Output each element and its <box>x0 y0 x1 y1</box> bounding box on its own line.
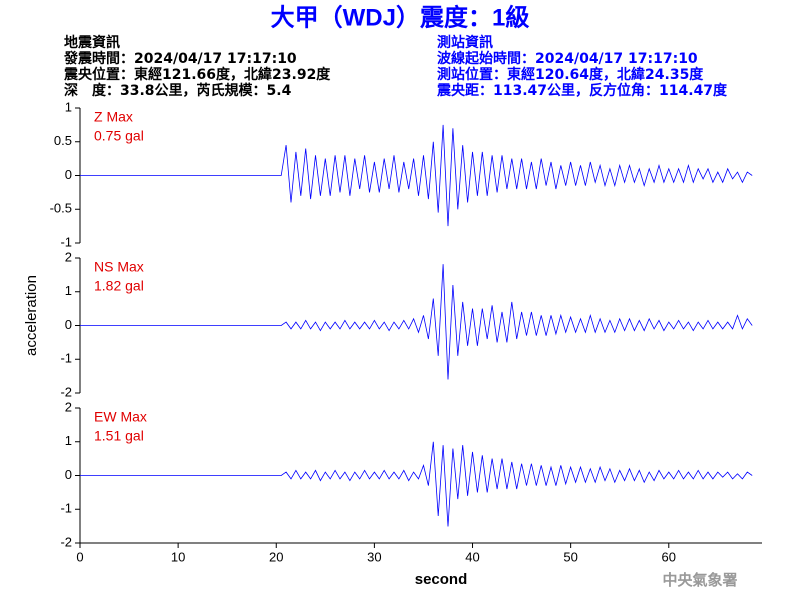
y-tick-label: -1 <box>60 234 72 249</box>
y-tick-label: 0.5 <box>54 133 72 148</box>
info-text: 波線起始時間：2024/04/17 17:17:10 <box>437 50 698 67</box>
x-tick-label: 10 <box>171 549 185 564</box>
x-tick-label: 50 <box>563 549 577 564</box>
y-tick-label: 2 <box>65 399 72 414</box>
x-tick-label: 60 <box>662 549 676 564</box>
info-text: 測站位置：東經120.64度，北緯24.35度 <box>437 66 704 83</box>
x-tick-label: 0 <box>76 549 83 564</box>
x-tick-label: 40 <box>465 549 479 564</box>
y-tick-label: 1 <box>65 283 72 298</box>
y-tick-label: 1 <box>65 433 72 448</box>
y-tick-label: -1 <box>60 501 72 516</box>
max-label: NS Max <box>94 259 144 275</box>
info-text: 深 度：33.8公里，芮氏規模：5.4 <box>64 82 292 99</box>
info-text: 測站資訊 <box>437 34 493 51</box>
info-text: 震央位置：東經121.66度，北緯23.92度 <box>63 66 331 83</box>
max-label: EW Max <box>94 409 147 425</box>
x-tick-label: 30 <box>367 549 381 564</box>
x-axis-label: second <box>415 571 468 588</box>
footer: 中央氣象署 <box>662 571 737 589</box>
max-value-label: 1.51 gal <box>94 428 144 444</box>
chart-title: 大甲（WDJ）震度：1級 <box>271 3 530 31</box>
info-text: 發震時間：2024/04/17 17:17:10 <box>63 50 297 67</box>
waveform <box>80 124 753 227</box>
y-axis-label: acceleration <box>23 275 40 356</box>
max-value-label: 1.82 gal <box>94 278 144 294</box>
y-tick-label: -2 <box>60 384 72 399</box>
waveform <box>80 264 753 380</box>
y-tick-label: 2 <box>65 249 72 264</box>
max-value-label: 0.75 gal <box>94 128 144 144</box>
y-tick-label: -0.5 <box>50 201 72 216</box>
y-tick-label: -2 <box>60 534 72 549</box>
max-label: Z Max <box>94 109 133 125</box>
y-tick-label: 0 <box>65 317 72 332</box>
x-tick-label: 20 <box>269 549 283 564</box>
y-tick-label: 0 <box>65 467 72 482</box>
waveform <box>80 441 753 527</box>
info-text: 地震資訊 <box>64 34 120 51</box>
y-tick-label: 1 <box>65 99 72 114</box>
info-text: 震央距：113.47公里，反方位角：114.47度 <box>436 82 728 99</box>
y-tick-label: 0 <box>65 167 72 182</box>
y-tick-label: -1 <box>60 351 72 366</box>
